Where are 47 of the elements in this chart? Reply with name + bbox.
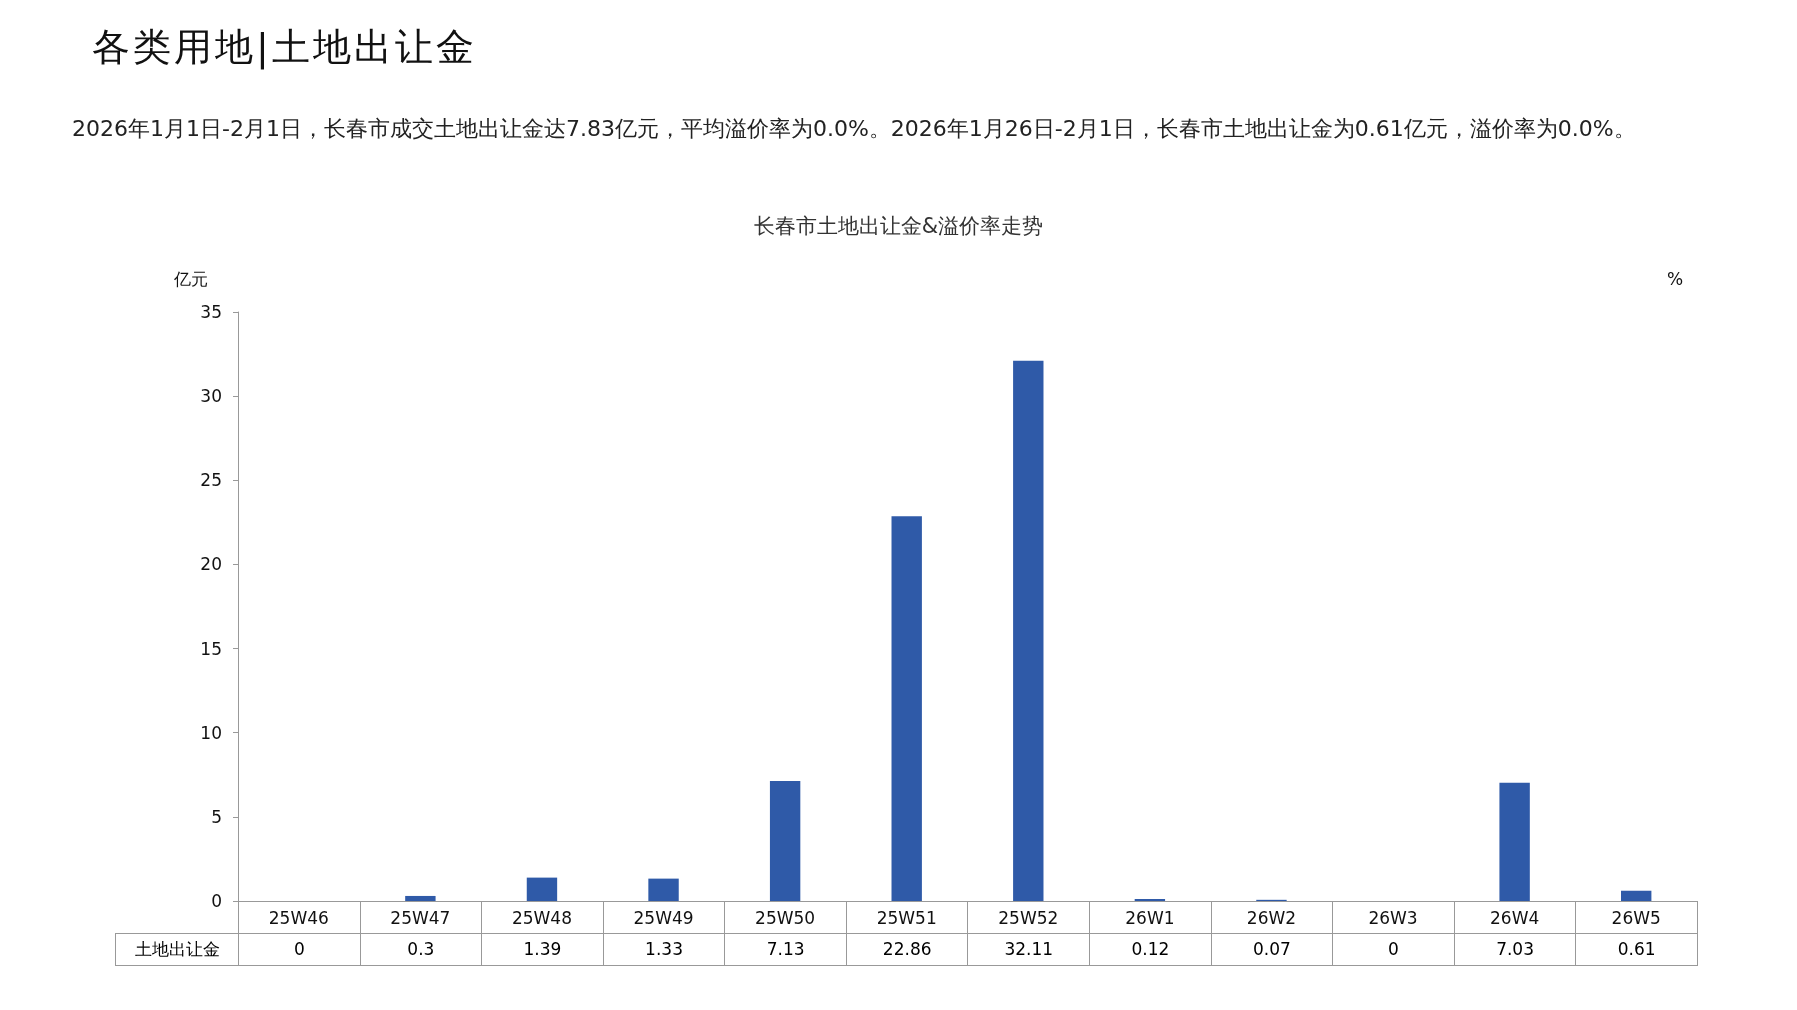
data-label: 1.33 [603, 933, 725, 965]
y-tick-label: 5 [211, 806, 222, 827]
y-tick-label: 10 [200, 722, 222, 743]
x-tick-label: 25W46 [268, 907, 329, 928]
y-tick-label: 30 [200, 386, 222, 407]
bar [1499, 782, 1530, 901]
y-tick-label: 0 [211, 891, 222, 911]
x-tick-label: 25W51 [876, 907, 937, 928]
data-label: 0.61 [1575, 933, 1698, 965]
bar [405, 895, 436, 901]
data-label: 0.07 [1211, 933, 1333, 965]
y-axis-title: 亿元 [173, 268, 208, 289]
x-tick-label: 25W47 [390, 907, 451, 928]
x-tick-label: 25W49 [633, 907, 694, 928]
data-label: 1.39 [481, 933, 604, 965]
data-label: 22.86 [846, 933, 968, 965]
x-tick-label: 25W48 [511, 907, 572, 928]
data-label: 0.12 [1089, 933, 1212, 965]
bar [526, 877, 558, 901]
x-tick-label: 26W4 [1489, 907, 1540, 928]
bar [891, 516, 922, 901]
y-tick-label: 25 [200, 470, 222, 491]
data-label: 7.03 [1454, 933, 1576, 965]
chart-title: 长春市土地出让金&溢价率走势 [753, 213, 1044, 238]
data-label: 7.13 [724, 933, 847, 965]
y-tick-label: 20 [200, 554, 222, 575]
data-label: 0 [1332, 933, 1455, 965]
bar [1134, 898, 1166, 901]
x-tick-label: 25W50 [755, 907, 816, 928]
data-label: 0 [238, 933, 361, 965]
y-tick-label: 15 [200, 638, 222, 659]
chart-subtitle: 2026年1月1日-2月1日，长春市成交土地出让金达7.83亿元，平均溢价率为0.0%。2026年1月26日-2月1日，长春市土地出让金为0.61亿元，溢价率为0.0%。 [72, 115, 1637, 143]
bar [769, 781, 801, 901]
x-tick-label: 26W3 [1368, 907, 1418, 928]
text: 各类用地|土地出让金 [92, 24, 477, 72]
x-tick-label: 26W1 [1125, 907, 1175, 928]
data-label: 0.3 [360, 933, 482, 965]
data-label: 32.11 [967, 933, 1090, 965]
bar [648, 878, 679, 901]
bar [1013, 360, 1044, 901]
text: 土地出让金 [115, 933, 239, 965]
x-tick-label: 25W52 [998, 907, 1059, 928]
x-tick-label: 26W2 [1246, 907, 1297, 928]
x-tick-label: 26W5 [1611, 907, 1661, 928]
y-tick-label: 35 [200, 302, 222, 322]
y2-axis-title: % [1667, 268, 1684, 289]
bar [1621, 890, 1652, 901]
